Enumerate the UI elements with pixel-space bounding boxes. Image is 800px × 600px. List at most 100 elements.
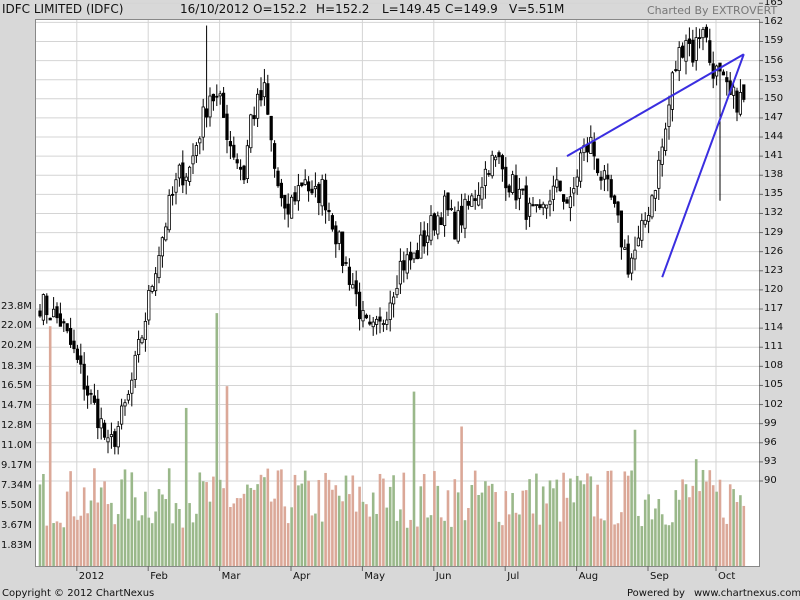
- volume-bar: [616, 523, 620, 566]
- candle-body: [116, 426, 120, 448]
- volume-bar: [419, 486, 423, 566]
- volume-bar: [368, 516, 372, 566]
- candle-body: [249, 114, 253, 149]
- candle-body: [293, 192, 297, 202]
- volume-bar: [62, 527, 66, 566]
- candle-body: [619, 210, 624, 248]
- candle-body: [562, 194, 566, 202]
- candle-body: [565, 199, 569, 204]
- volume-bar: [711, 485, 715, 566]
- candle-body: [96, 398, 100, 429]
- candle-body: [684, 40, 688, 62]
- site-link[interactable]: www.chartnexus.com: [694, 588, 800, 599]
- candle-body: [572, 188, 576, 194]
- volume-bar: [140, 515, 144, 566]
- volume-bar: [120, 479, 123, 566]
- candle-body: [167, 194, 171, 231]
- volume-bar: [123, 469, 127, 566]
- candle-body: [86, 385, 90, 396]
- candle-body: [514, 175, 518, 201]
- candle-body: [52, 308, 56, 318]
- volume-bar: [79, 515, 83, 566]
- candle-body: [113, 431, 117, 447]
- candle-body: [476, 194, 481, 206]
- volume-tick-label: 7.34M: [1, 479, 32, 491]
- candle-body: [187, 166, 192, 182]
- candle-body: [483, 168, 488, 186]
- volume-bar: [511, 493, 514, 566]
- volume-bar: [365, 504, 368, 566]
- candle-body: [204, 108, 209, 118]
- candle-body: [592, 141, 596, 157]
- volume-bar: [599, 518, 603, 566]
- volume-bar: [555, 479, 559, 566]
- volume-bar: [218, 479, 222, 566]
- candle-body: [555, 179, 559, 188]
- candle-body: [653, 190, 658, 199]
- candle-body: [327, 209, 331, 213]
- volume-bar: [728, 484, 732, 566]
- month-label: Apr: [293, 571, 311, 582]
- candle-body: [153, 273, 158, 292]
- candle-body: [422, 230, 426, 247]
- volume-tick-label: 3.67M: [1, 519, 32, 531]
- candle-body: [133, 354, 137, 380]
- volume-tick-label: 11.0M: [1, 440, 32, 452]
- month-label: Feb: [150, 571, 168, 582]
- volume-bar: [626, 475, 630, 566]
- candle-body: [721, 71, 726, 76]
- volume-bar: [331, 489, 334, 566]
- volume-bar: [405, 527, 409, 566]
- volume-bar: [433, 471, 436, 566]
- volume-bar: [174, 503, 178, 566]
- candle-body: [691, 39, 695, 63]
- volume-bar: [416, 526, 419, 566]
- candle-body: [344, 262, 348, 264]
- volume-bar: [637, 515, 640, 566]
- candle-body: [534, 204, 539, 206]
- candle-body: [429, 215, 433, 241]
- volume-bar: [456, 492, 460, 566]
- candle-body: [238, 166, 243, 170]
- candle-body: [235, 159, 239, 164]
- candle-body: [616, 201, 620, 216]
- volume-bar: [402, 472, 406, 566]
- candle-body: [596, 158, 600, 174]
- candle-body: [725, 77, 729, 83]
- volume-bar: [494, 492, 497, 566]
- volume-bar: [446, 490, 450, 566]
- candle-body: [330, 215, 335, 230]
- candle-body: [371, 321, 375, 328]
- volume-bar: [96, 502, 100, 566]
- volume-bar: [647, 494, 650, 566]
- candle-body: [425, 235, 430, 243]
- candle-body: [473, 198, 477, 202]
- volume-bar: [348, 494, 351, 566]
- candle-body: [276, 170, 280, 187]
- candle-body: [738, 92, 743, 115]
- powered-by: Powered by: [627, 588, 685, 599]
- candle-body: [636, 237, 641, 247]
- volume-bar: [467, 507, 470, 566]
- volume-bar: [718, 479, 722, 566]
- candle-body: [310, 188, 314, 194]
- candle-body: [259, 90, 263, 101]
- volume-bar: [154, 511, 157, 566]
- volume-bar: [273, 498, 276, 566]
- volume-tick-label: 22.0M: [1, 320, 32, 332]
- volume-bar: [606, 470, 610, 566]
- volume-bar: [684, 484, 688, 566]
- candle-body: [378, 316, 382, 322]
- volume-bar: [552, 488, 555, 566]
- charted-by: Charted By EXTROVERT: [647, 4, 778, 17]
- candle-body: [558, 180, 562, 192]
- candle-body: [317, 183, 321, 204]
- candle-body: [391, 296, 396, 305]
- volume-value: V=5.51M: [509, 2, 565, 16]
- close-value: C=149.9: [445, 2, 498, 16]
- candle-body: [388, 302, 392, 320]
- candle-body: [698, 37, 702, 39]
- candle-body: [436, 215, 440, 235]
- price-tick-label: 156: [764, 54, 784, 66]
